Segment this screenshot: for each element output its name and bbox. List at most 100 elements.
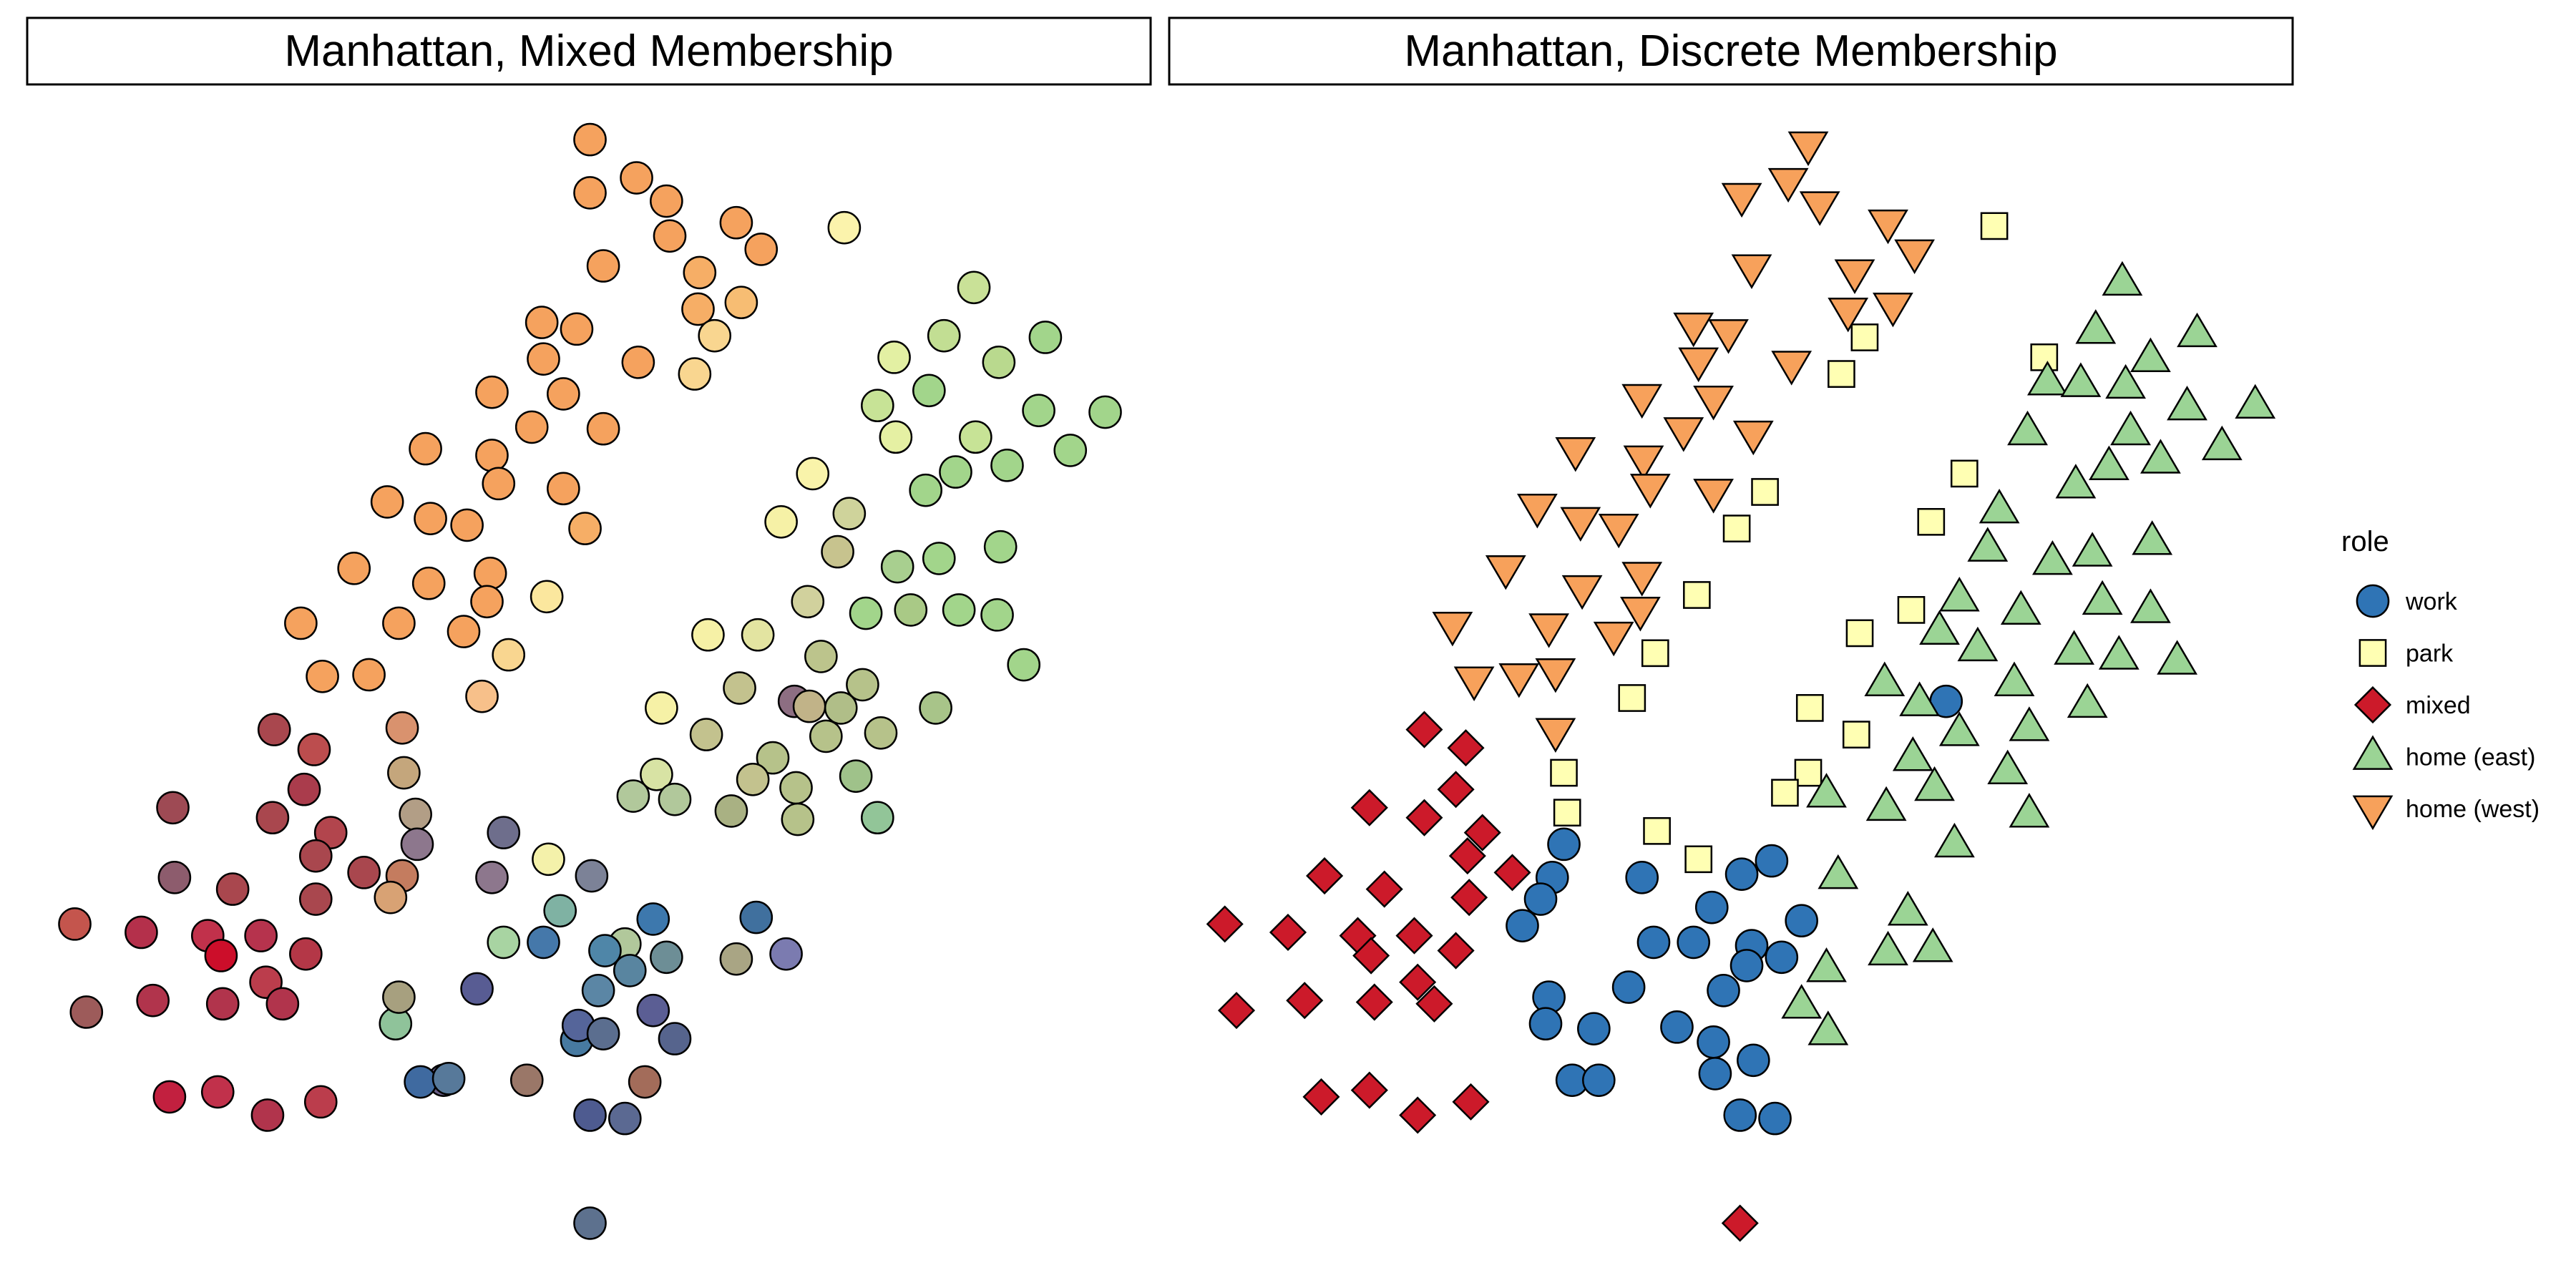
home-west-point (1432, 611, 1473, 647)
mixed-point (744, 233, 779, 266)
mixed-point (1405, 711, 1443, 748)
work-point (1724, 857, 1759, 891)
mixed-point (1053, 434, 1088, 467)
home-east-point (2157, 640, 2197, 675)
work-point (1625, 861, 1659, 894)
work-point (1758, 1101, 1792, 1136)
mixed-point (204, 939, 238, 972)
mixed-point (792, 689, 826, 723)
mixed-point (475, 861, 509, 894)
strip-box-discrete (1168, 16, 2294, 86)
mixed-point (58, 907, 92, 941)
mixed-point (475, 439, 509, 472)
home-east-point (1781, 984, 1823, 1019)
home-east-point (1967, 527, 2009, 562)
home-west-point (1498, 663, 1540, 698)
mixed-point (385, 711, 419, 745)
home-west-point (1621, 384, 1663, 419)
mixed-point (1447, 729, 1485, 767)
mixed-point (337, 552, 371, 585)
home-west-point (1620, 597, 1661, 632)
mixed-point (832, 497, 867, 530)
mixed-point (769, 937, 803, 971)
panel-discrete-strip: Manhattan, Discrete Membership (1168, 16, 2294, 86)
mixed-point (658, 1022, 692, 1055)
work-point (1582, 1063, 1616, 1097)
park-point (1751, 478, 1779, 506)
park-point (1618, 684, 1646, 712)
home-east-point (2167, 386, 2207, 421)
mixed-point (1448, 837, 1486, 875)
mixed-point (846, 668, 879, 702)
mixed-point (927, 318, 961, 353)
mixed-point (636, 993, 670, 1028)
mixed-point (527, 342, 560, 376)
mixed-point (796, 457, 830, 491)
mixed-point (1206, 905, 1244, 943)
work-point (1755, 844, 1789, 878)
home-east-point (2060, 362, 2102, 397)
legend-key-mixed (2353, 686, 2392, 724)
mixed-point (877, 341, 911, 374)
park-point (1795, 694, 1824, 722)
mixed-point (983, 530, 1018, 564)
mixed-point (586, 411, 620, 446)
mixed-point (714, 794, 748, 828)
mixed-point (736, 762, 770, 796)
home-west-point (1555, 437, 1596, 472)
mixed-point (586, 249, 620, 283)
home-east-point (2235, 384, 2276, 419)
home-east-point (1864, 661, 1906, 696)
park-point (1950, 459, 1979, 488)
mixed-point (399, 797, 432, 831)
mixed-point (645, 691, 678, 725)
home-east-point (2055, 464, 2097, 499)
mixed-point (1365, 870, 1403, 908)
mixed-point (809, 719, 843, 753)
mixed-point (313, 816, 348, 849)
mixed-point (861, 389, 894, 423)
mixed-point (289, 937, 323, 971)
home-west-point (1771, 351, 1813, 386)
mixed-point (719, 942, 753, 976)
mixed-point (573, 176, 607, 210)
mixed-point (1355, 983, 1393, 1021)
mixed-point (650, 940, 683, 975)
mixed-point (912, 374, 946, 408)
mixed-point (880, 550, 914, 584)
mixed-point (298, 882, 333, 916)
home-east-point (2054, 630, 2094, 665)
mixed-point (125, 915, 158, 950)
home-west-point (1693, 386, 1734, 421)
mixed-point (414, 502, 447, 535)
mixed-point (527, 925, 560, 960)
panel-discrete-points (1206, 131, 2276, 1242)
mixed-point (791, 585, 825, 619)
home-west-point (1535, 718, 1576, 753)
home-west-point (1517, 494, 1558, 529)
mixed-point (839, 759, 873, 793)
home-west-point (1593, 621, 1634, 657)
home-east-point (1807, 1010, 1849, 1045)
work-point (1547, 827, 1581, 862)
work-point (1707, 973, 1740, 1008)
mixed-point (573, 1206, 607, 1240)
home-east-point (2132, 520, 2173, 555)
mixed-point (575, 859, 609, 893)
work-point (1577, 1012, 1611, 1045)
mixed-point (764, 504, 798, 539)
park-point (1643, 816, 1671, 845)
mixed-point (1452, 1083, 1490, 1121)
home-east-point (2130, 337, 2171, 373)
park-point (1845, 619, 1874, 648)
home-east-point (2110, 410, 2151, 446)
home-west-point (1708, 319, 1749, 354)
mixed-point (465, 679, 499, 713)
park-point (2030, 343, 2059, 371)
mixed-point (475, 375, 509, 409)
mixed-point (980, 598, 1014, 632)
mixed-point (658, 782, 692, 816)
mixed-point (136, 983, 170, 1018)
mixed-point (374, 880, 408, 914)
mixed-point (525, 306, 559, 339)
